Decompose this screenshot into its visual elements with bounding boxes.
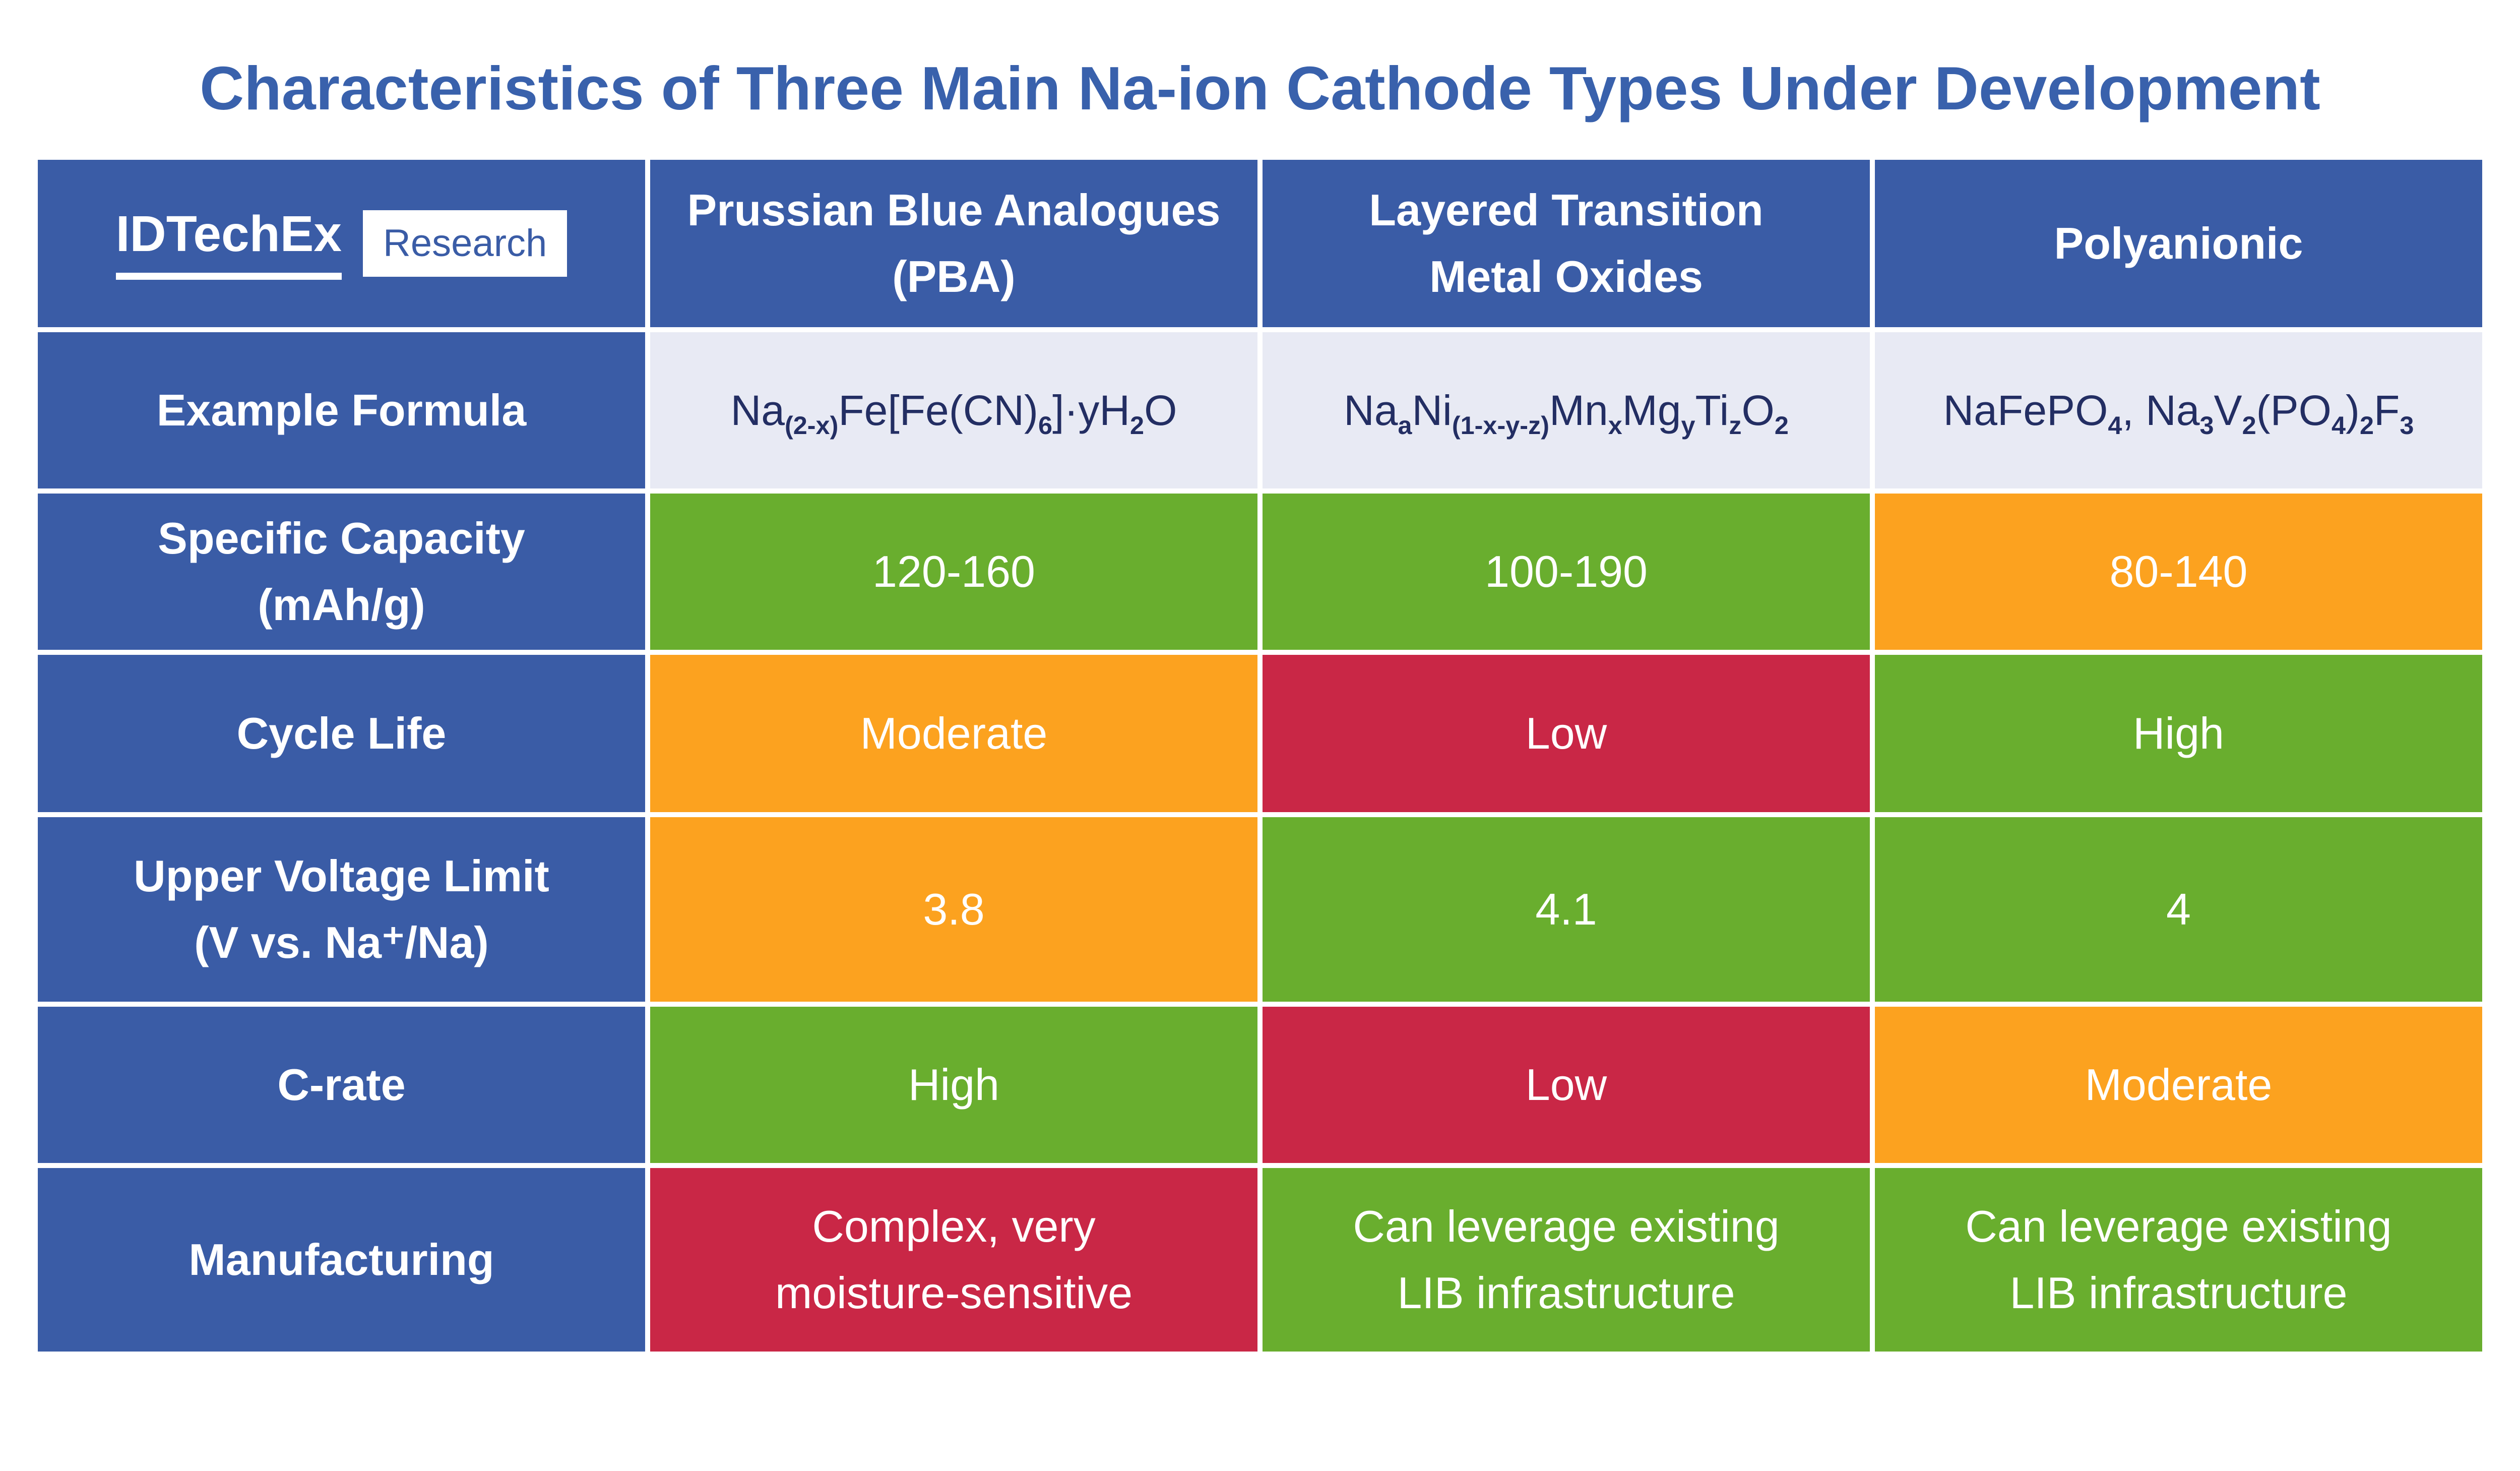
column-header-polyanionic: Polyanionic	[1875, 160, 2482, 328]
formula-cell-pba: Na(2-x)Fe[Fe(CN)6]·yH2O	[650, 332, 1257, 489]
cycle-life-cell-polyanionic: High	[1875, 655, 2482, 813]
row-label-example-formula: Example Formula	[38, 332, 645, 489]
manufacturing-cell-polyanionic: Can leverage existing LIB infrastructure	[1875, 1168, 2482, 1352]
cycle-life-cell-layered-oxides: Low	[1263, 655, 1870, 813]
capacity-cell-pba: 120-160	[650, 494, 1257, 650]
voltage-cell-polyanionic: 4	[1875, 817, 2482, 1002]
row-label-c-rate: C-rate	[38, 1007, 645, 1163]
comparison-table: IDTechEx Research Prussian Blue Analogue…	[38, 160, 2482, 1352]
voltage-cell-pba: 3.8	[650, 817, 1257, 1002]
logo-brand-text: IDTechEx	[115, 205, 342, 262]
cycle-life-cell-pba: Moderate	[650, 655, 1257, 813]
idtechex-research-logo: IDTechEx Research	[115, 205, 568, 280]
page-title: Characteristics of Three Main Na-ion Cat…	[200, 54, 2320, 122]
formula-layered-oxides: NaaNi(1-x-y-z)MnxMgyTizO2	[1344, 386, 1789, 440]
formula-cell-layered-oxides: NaaNi(1-x-y-z)MnxMgyTizO2	[1263, 332, 1870, 489]
formula-pba: Na(2-x)Fe[Fe(CN)6]·yH2O	[730, 386, 1177, 440]
logo-research-box: Research	[363, 210, 568, 277]
c-rate-cell-pba: High	[650, 1007, 1257, 1163]
manufacturing-cell-layered-oxides: Can leverage existing LIB infrastructure	[1263, 1168, 1870, 1352]
manufacturing-cell-pba: Complex, very moisture-sensitive	[650, 1168, 1257, 1352]
column-header-pba: Prussian Blue Analogues (PBA)	[650, 160, 1257, 328]
column-header-layered-oxides: Layered Transition Metal Oxides	[1263, 160, 1870, 328]
row-label-cycle-life: Cycle Life	[38, 655, 645, 813]
logo-cell: IDTechEx Research	[38, 160, 645, 328]
c-rate-cell-polyanionic: Moderate	[1875, 1007, 2482, 1163]
voltage-cell-layered-oxides: 4.1	[1263, 817, 1870, 1002]
logo-underline	[115, 272, 342, 280]
capacity-cell-layered-oxides: 100-190	[1263, 494, 1870, 650]
idtechex-logo: IDTechEx	[115, 205, 342, 280]
capacity-cell-polyanionic: 80-140	[1875, 494, 2482, 650]
row-label-manufacturing: Manufacturing	[38, 1168, 645, 1352]
c-rate-cell-layered-oxides: Low	[1263, 1007, 1870, 1163]
formula-polyanionic: NaFePO4, Na3V2(PO4)2F3	[1943, 386, 2414, 440]
row-label-specific-capacity: Specific Capacity (mAh/g)	[38, 494, 645, 650]
row-label-upper-voltage-limit: Upper Voltage Limit (V vs. Na⁺/Na)	[38, 817, 645, 1002]
formula-cell-polyanionic: NaFePO4, Na3V2(PO4)2F3	[1875, 332, 2482, 489]
